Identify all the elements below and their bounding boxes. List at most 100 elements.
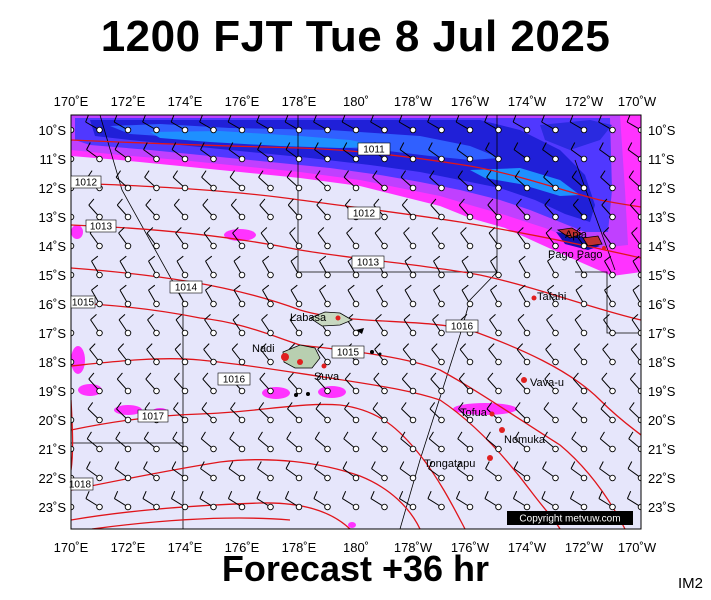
lon-label-top: 178˚W bbox=[394, 94, 433, 109]
wind-barb-feather bbox=[570, 142, 576, 150]
wind-barb-station bbox=[609, 474, 616, 482]
wind-barb-station bbox=[438, 387, 445, 395]
wind-barb-station bbox=[637, 474, 641, 482]
wind-barb-feather bbox=[485, 431, 491, 439]
wind-barb-station bbox=[466, 126, 474, 134]
lon-label-bottom: 174˚W bbox=[508, 540, 547, 555]
wind-barb-station bbox=[580, 300, 588, 308]
wind-barb-station bbox=[153, 242, 160, 250]
wind-barb-station bbox=[238, 155, 246, 163]
wind-barb-feather bbox=[486, 170, 492, 178]
wind-barb-feather bbox=[547, 284, 555, 291]
lon-label-bottom: 176˚W bbox=[451, 540, 490, 555]
wind-barb-station bbox=[324, 126, 331, 134]
wind-barb-feather bbox=[341, 115, 346, 123]
wind-barb-station bbox=[466, 474, 474, 482]
wind-barb-feather bbox=[461, 284, 469, 291]
wind-barb-feather bbox=[429, 402, 436, 410]
wind-barb-feather bbox=[484, 115, 488, 123]
wind-barb-station bbox=[352, 387, 360, 395]
wind-barb-feather bbox=[512, 491, 518, 499]
wind-barb-feather bbox=[488, 227, 496, 234]
lon-label-top: 172˚E bbox=[111, 94, 146, 109]
wind-barb-station bbox=[580, 242, 588, 250]
wind-barb-feather bbox=[143, 142, 148, 150]
lat-label-left: 13˚S bbox=[39, 210, 67, 225]
lon-label-top: 172˚W bbox=[565, 94, 604, 109]
wind-barb-station bbox=[181, 474, 189, 482]
wind-barb-feather bbox=[569, 491, 575, 499]
wind-barb-station bbox=[552, 474, 559, 482]
wind-barb-station bbox=[181, 387, 189, 395]
wind-barb-feather bbox=[58, 462, 62, 469]
wind-barb-feather bbox=[489, 313, 496, 321]
wind-barb-feather bbox=[287, 402, 293, 410]
wind-barb-feather bbox=[59, 402, 64, 408]
wind-barb-feather bbox=[488, 343, 495, 350]
wind-barb-station bbox=[181, 155, 189, 163]
lat-label-left: 16˚S bbox=[39, 297, 67, 312]
wind-barb-station bbox=[210, 358, 217, 366]
wind-barb-feather bbox=[629, 198, 636, 206]
wind-barb-station bbox=[352, 445, 360, 453]
wind-barb-feather bbox=[601, 372, 608, 380]
wind-barb-feather bbox=[515, 372, 522, 380]
lat-label-right: 20˚S bbox=[648, 413, 676, 428]
wind-barb-feather bbox=[85, 115, 89, 123]
wind-barb-feather bbox=[457, 431, 463, 439]
wind-barb-feather bbox=[175, 227, 182, 234]
wind-barb-station bbox=[381, 358, 388, 366]
rain-patch bbox=[348, 522, 356, 528]
rain-patch bbox=[318, 386, 346, 398]
place-label-nadi: Nadi bbox=[252, 343, 275, 355]
wind-barb-feather bbox=[200, 431, 206, 439]
wind-barb-feather bbox=[144, 170, 150, 178]
wind-barb-station bbox=[295, 387, 303, 395]
wind-barb-station bbox=[580, 445, 588, 453]
wind-barb-station bbox=[295, 126, 303, 134]
wind-barb-station bbox=[495, 213, 502, 221]
place-label-labasa: Labasa bbox=[290, 312, 327, 324]
wind-barb-station bbox=[210, 242, 217, 250]
wind-barb-station bbox=[609, 329, 616, 337]
lat-label-right: 21˚S bbox=[648, 442, 676, 457]
wind-barb-feather bbox=[401, 372, 408, 380]
wind-barb-station bbox=[181, 242, 189, 250]
wind-barb-station bbox=[352, 184, 360, 192]
lon-label-bottom: 170˚E bbox=[54, 540, 89, 555]
lat-label-right: 12˚S bbox=[648, 181, 676, 196]
wind-barb-feather bbox=[513, 142, 519, 150]
wind-barb-feather bbox=[572, 198, 579, 206]
wind-barb-station bbox=[96, 242, 103, 250]
wind-barb-feather bbox=[517, 313, 525, 321]
wind-barb-station bbox=[466, 213, 474, 221]
wind-barb-station bbox=[495, 300, 502, 308]
wind-barb-station bbox=[552, 329, 559, 337]
wind-barb-feather bbox=[260, 343, 267, 350]
wind-barb-station bbox=[609, 184, 616, 192]
wind-barb-feather bbox=[289, 227, 296, 234]
isobar-label: 1013 bbox=[351, 255, 385, 269]
wind-barb-station bbox=[71, 155, 75, 163]
wind-barb-feather bbox=[371, 461, 376, 469]
wind-barb-feather bbox=[115, 170, 121, 178]
place-label-tongatapu: Tongatapu bbox=[424, 458, 475, 470]
wind-barb-feather bbox=[371, 431, 377, 439]
wind-barb-feather bbox=[487, 198, 494, 206]
wind-barb-feather bbox=[376, 284, 384, 291]
wind-barb-station bbox=[124, 300, 132, 308]
wind-barb-feather bbox=[628, 170, 634, 178]
wind-barb-feather bbox=[545, 227, 553, 234]
wind-barb-feather bbox=[256, 491, 261, 499]
wind-barb-station bbox=[438, 416, 445, 424]
lat-label-left: 12˚S bbox=[39, 181, 67, 196]
wind-barb-station bbox=[409, 358, 417, 366]
wind-barb-station bbox=[409, 503, 417, 511]
wind-barb-feather bbox=[541, 115, 545, 123]
svg-text:1016: 1016 bbox=[223, 375, 246, 386]
wind-barb-station bbox=[153, 358, 160, 366]
lat-label-right: 11˚S bbox=[648, 152, 675, 167]
wind-barb-station bbox=[96, 358, 103, 366]
wind-barb-station bbox=[523, 474, 531, 482]
wind-barb-station bbox=[381, 329, 388, 337]
